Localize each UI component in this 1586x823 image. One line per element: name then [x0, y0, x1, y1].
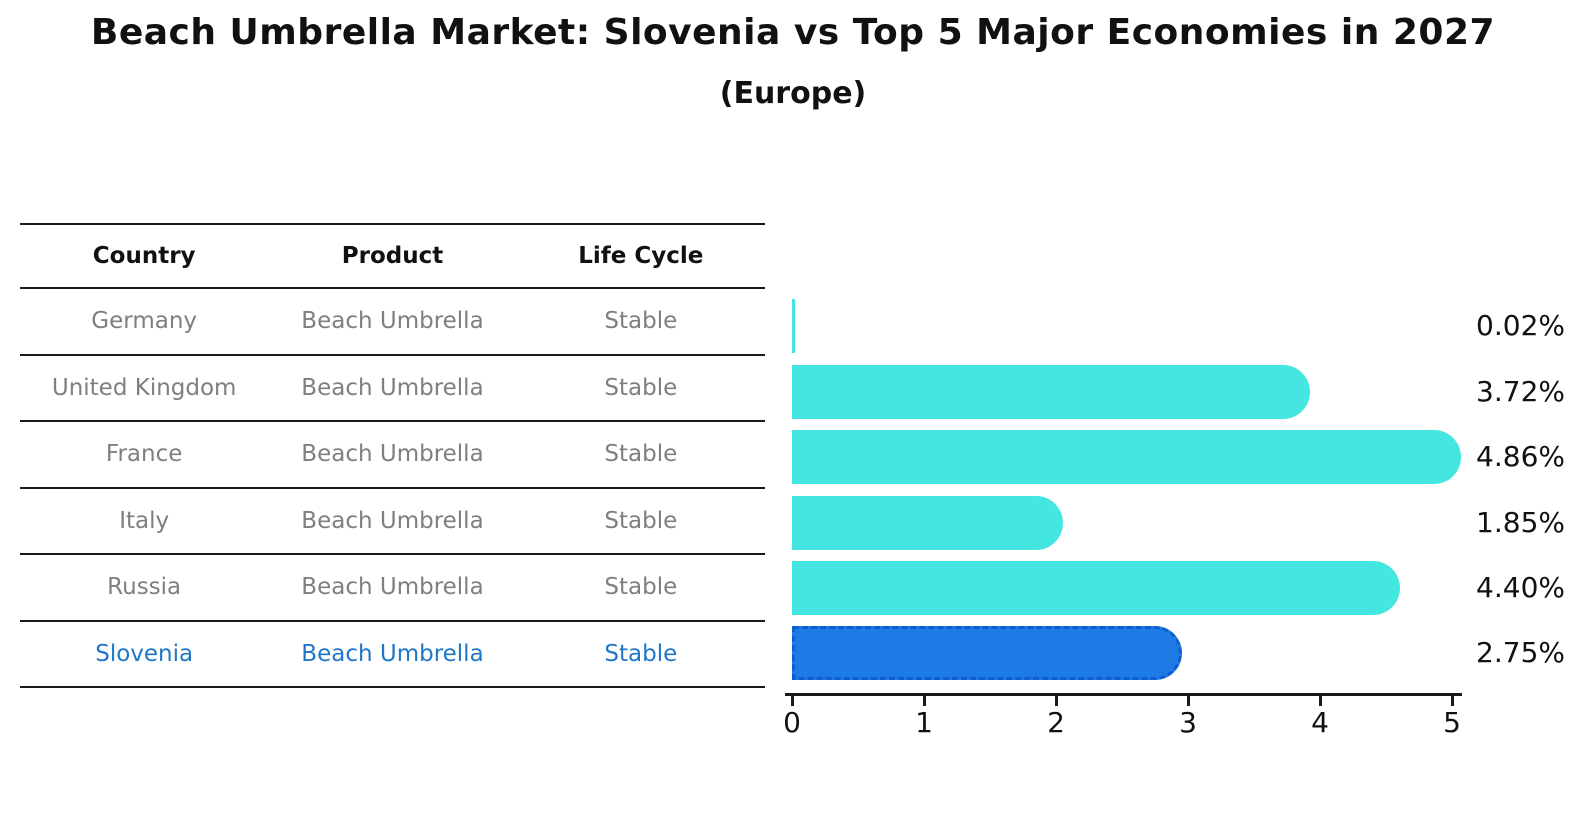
bar-slovenia	[792, 626, 1182, 680]
x-tick-label-2: 2	[1047, 706, 1065, 739]
column-header-life-cycle: Life Cycle	[578, 243, 704, 269]
x-tick-1	[923, 693, 926, 706]
cell-country: Germany	[91, 308, 198, 335]
x-tick-2	[1055, 693, 1058, 706]
bar-germany	[792, 299, 795, 353]
cell-product: Beach Umbrella	[301, 441, 484, 468]
table-row-italy: Italy Beach Umbrella Stable	[20, 489, 765, 555]
x-tick-label-0: 0	[783, 706, 801, 739]
column-header-country: Country	[92, 243, 196, 269]
table-row-russia: Russia Beach Umbrella Stable	[20, 555, 765, 622]
cell-product: Beach Umbrella	[301, 374, 484, 401]
value-label-italy: 1.85%	[1476, 506, 1565, 539]
cell-product: Beach Umbrella	[301, 574, 484, 601]
cell-life-cycle: Stable	[604, 574, 678, 601]
value-label-germany: 0.02%	[1476, 309, 1565, 342]
page-subtitle: (Europe)	[719, 76, 867, 111]
bar-russia	[792, 561, 1400, 615]
bar-united-kingdom	[792, 365, 1311, 419]
column-header-product: Product	[341, 243, 444, 269]
value-label-france: 4.86%	[1476, 440, 1565, 473]
bar-italy	[792, 496, 1064, 550]
cell-product: Beach Umbrella	[301, 640, 484, 667]
x-tick-label-5: 5	[1443, 706, 1461, 739]
country-table: Country Product Life Cycle Germany Beach …	[20, 223, 765, 688]
cell-life-cycle: Stable	[604, 308, 678, 335]
x-tick-5	[1451, 693, 1454, 706]
value-label-russia: 4.40%	[1476, 571, 1565, 604]
cell-life-cycle: Stable	[604, 507, 678, 534]
cell-country: Slovenia	[95, 640, 194, 667]
table-body: Germany Beach Umbrella Stable United Kingdo…	[20, 289, 765, 688]
x-tick-0	[791, 693, 794, 706]
cell-country: France	[105, 441, 183, 468]
x-axis-line	[785, 693, 1462, 696]
table-row-france: France Beach Umbrella Stable	[20, 422, 765, 489]
value-label-slovenia: 2.75%	[1476, 636, 1565, 669]
cell-country: United Kingdom	[51, 374, 237, 401]
x-tick-label-1: 1	[915, 706, 933, 739]
x-tick-label-3: 3	[1179, 706, 1197, 739]
cell-life-cycle: Stable	[604, 374, 678, 401]
table-row-germany: Germany Beach Umbrella Stable	[20, 289, 765, 356]
cell-country: Russia	[107, 574, 182, 601]
x-tick-3	[1187, 693, 1190, 706]
cell-country: Italy	[119, 507, 170, 534]
value-label-united-kingdom: 3.72%	[1476, 375, 1565, 408]
bar-france	[792, 430, 1461, 484]
x-tick-label-4: 4	[1311, 706, 1329, 739]
table-row-slovenia: Slovenia Beach Umbrella Stable	[20, 622, 765, 688]
cell-life-cycle: Stable	[604, 441, 678, 468]
page-title: Beach Umbrella Market: Slovenia vs Top 5…	[90, 12, 1496, 53]
table-row-united-kingdom: United Kingdom Beach Umbrella Stable	[20, 356, 765, 422]
cell-product: Beach Umbrella	[301, 507, 484, 534]
cell-life-cycle: Stable	[604, 640, 678, 667]
cell-product: Beach Umbrella	[301, 308, 484, 335]
x-tick-4	[1319, 693, 1322, 706]
table-header-row: Country Product Life Cycle	[20, 223, 765, 289]
